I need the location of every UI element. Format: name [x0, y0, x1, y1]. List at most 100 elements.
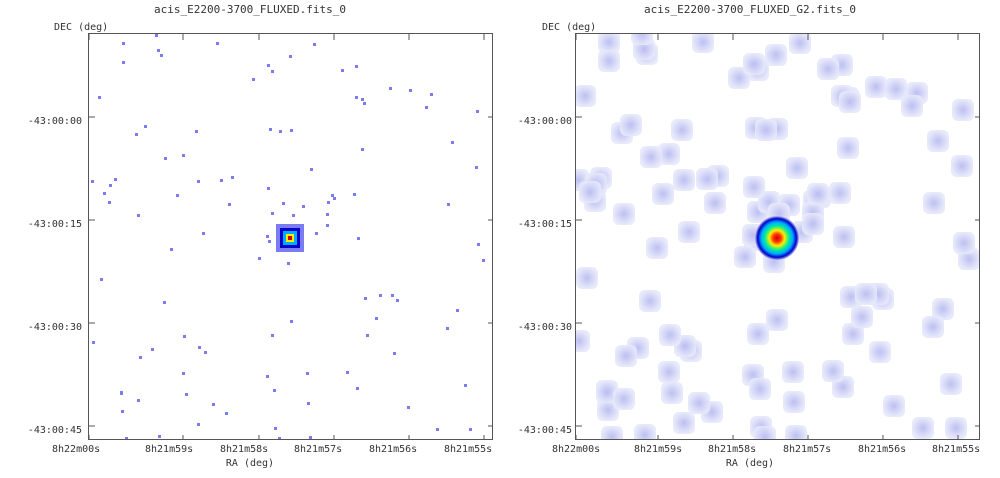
event-pixel — [120, 392, 123, 395]
event-pixel — [306, 372, 309, 375]
event-pixel — [91, 180, 94, 183]
event-pixel — [273, 389, 276, 392]
event-pixel — [231, 176, 234, 179]
event-pixel — [279, 130, 282, 133]
event-pixel — [289, 55, 292, 58]
image-canvas[interactable] — [89, 34, 493, 440]
y-tick-label: -43:00:45 — [27, 425, 82, 436]
event-pixel — [391, 294, 394, 297]
event-pixel — [436, 428, 439, 431]
event-pixel — [135, 133, 138, 136]
smoothed-blob — [747, 323, 769, 345]
event-pixel — [353, 193, 356, 196]
smoothed-blob — [646, 237, 668, 259]
panel-fluxed: acis_E2200-3700_FLUXED.fits_0 DEC (deg) … — [27, 3, 493, 469]
smoothed-blob — [652, 183, 674, 205]
event-pixel — [271, 334, 274, 337]
event-pixel — [302, 205, 305, 208]
smoothed-blob — [754, 426, 776, 439]
x-tick-label: 8h21m55s — [932, 444, 981, 455]
x-tick-label: 8h21m56s — [369, 444, 418, 455]
image-plot[interactable] — [575, 33, 980, 440]
event-pixel — [164, 157, 167, 160]
event-pixel — [475, 166, 478, 169]
x-tick-label: 8h21m58s — [220, 444, 269, 455]
event-pixel — [170, 248, 173, 251]
smoothed-blob — [639, 290, 661, 312]
y-tick-label: -43:00:00 — [517, 116, 572, 127]
event-pixel — [125, 437, 128, 439]
event-pixel — [396, 299, 399, 302]
event-pixel — [389, 87, 392, 90]
event-pixel — [252, 78, 255, 81]
event-pixel — [287, 262, 290, 265]
smoothed-blob — [940, 373, 962, 395]
x-tick-label: 8h21m59s — [634, 444, 683, 455]
smoothed-blob — [688, 392, 710, 414]
event-pixel — [92, 341, 95, 344]
event-pixel — [269, 128, 272, 131]
event-pixel — [271, 70, 274, 73]
event-pixel — [346, 371, 349, 374]
smoothed-blob — [613, 388, 635, 410]
smoothed-blob — [601, 426, 623, 439]
event-pixel — [446, 327, 449, 330]
x-tick-label: 8h22m00s — [52, 444, 101, 455]
event-pixel — [464, 384, 467, 387]
event-pixel — [409, 89, 412, 92]
smoothed-blob — [640, 146, 662, 168]
smoothed-blob — [927, 130, 949, 152]
smoothed-blob — [658, 143, 680, 165]
smoothed-blob — [901, 95, 923, 117]
x-tick-label: 8h21m57s — [294, 444, 343, 455]
event-pixel — [108, 201, 111, 204]
event-pixel — [307, 402, 310, 405]
smoothed-blob — [922, 316, 944, 338]
event-pixel — [268, 240, 271, 243]
event-pixel — [361, 148, 364, 151]
event-pixel — [266, 375, 269, 378]
event-pixel — [228, 203, 231, 206]
event-pixel — [315, 232, 318, 235]
image-plot[interactable] — [88, 33, 493, 440]
event-pixel — [361, 98, 364, 101]
panel-title: acis_E2200-3700_FLUXED_G2.fits_0 — [644, 3, 856, 16]
event-pixel — [267, 187, 270, 190]
event-pixel — [326, 213, 329, 216]
event-pixel — [356, 387, 359, 390]
smoothed-blob — [912, 417, 934, 439]
smoothed-blob — [659, 324, 681, 346]
smoothed-blob — [869, 341, 891, 363]
event-pixel — [357, 237, 360, 240]
event-pixel — [151, 348, 154, 351]
smoothed-blob — [786, 157, 808, 179]
event-pixel — [355, 65, 358, 68]
smoothed-blob — [596, 381, 618, 403]
smoothed-blob — [755, 119, 777, 141]
smoothed-blob — [833, 226, 855, 248]
event-pixel — [182, 154, 185, 157]
event-pixel — [216, 42, 219, 45]
smoothed-blob — [734, 246, 756, 268]
event-pixel — [183, 335, 186, 338]
smoothed-blob — [749, 378, 771, 400]
event-pixel — [327, 201, 330, 204]
smoothed-blob — [598, 50, 620, 72]
event-pixel — [155, 34, 158, 37]
smoothed-blob — [631, 34, 653, 45]
event-pixel — [482, 259, 485, 262]
smoothed-blob — [634, 424, 656, 439]
event-pixel — [341, 69, 344, 72]
smoothed-blob — [807, 183, 829, 205]
event-pixel — [198, 346, 201, 349]
event-pixel — [310, 168, 313, 171]
event-pixel — [185, 393, 188, 396]
image-canvas[interactable] — [576, 34, 980, 440]
event-pixel — [290, 320, 293, 323]
event-pixel — [290, 129, 293, 132]
smoothed-blob — [885, 78, 907, 100]
event-pixel — [197, 180, 200, 183]
event-pixel — [202, 232, 205, 235]
event-pixel — [137, 399, 140, 402]
event-pixel — [425, 106, 428, 109]
